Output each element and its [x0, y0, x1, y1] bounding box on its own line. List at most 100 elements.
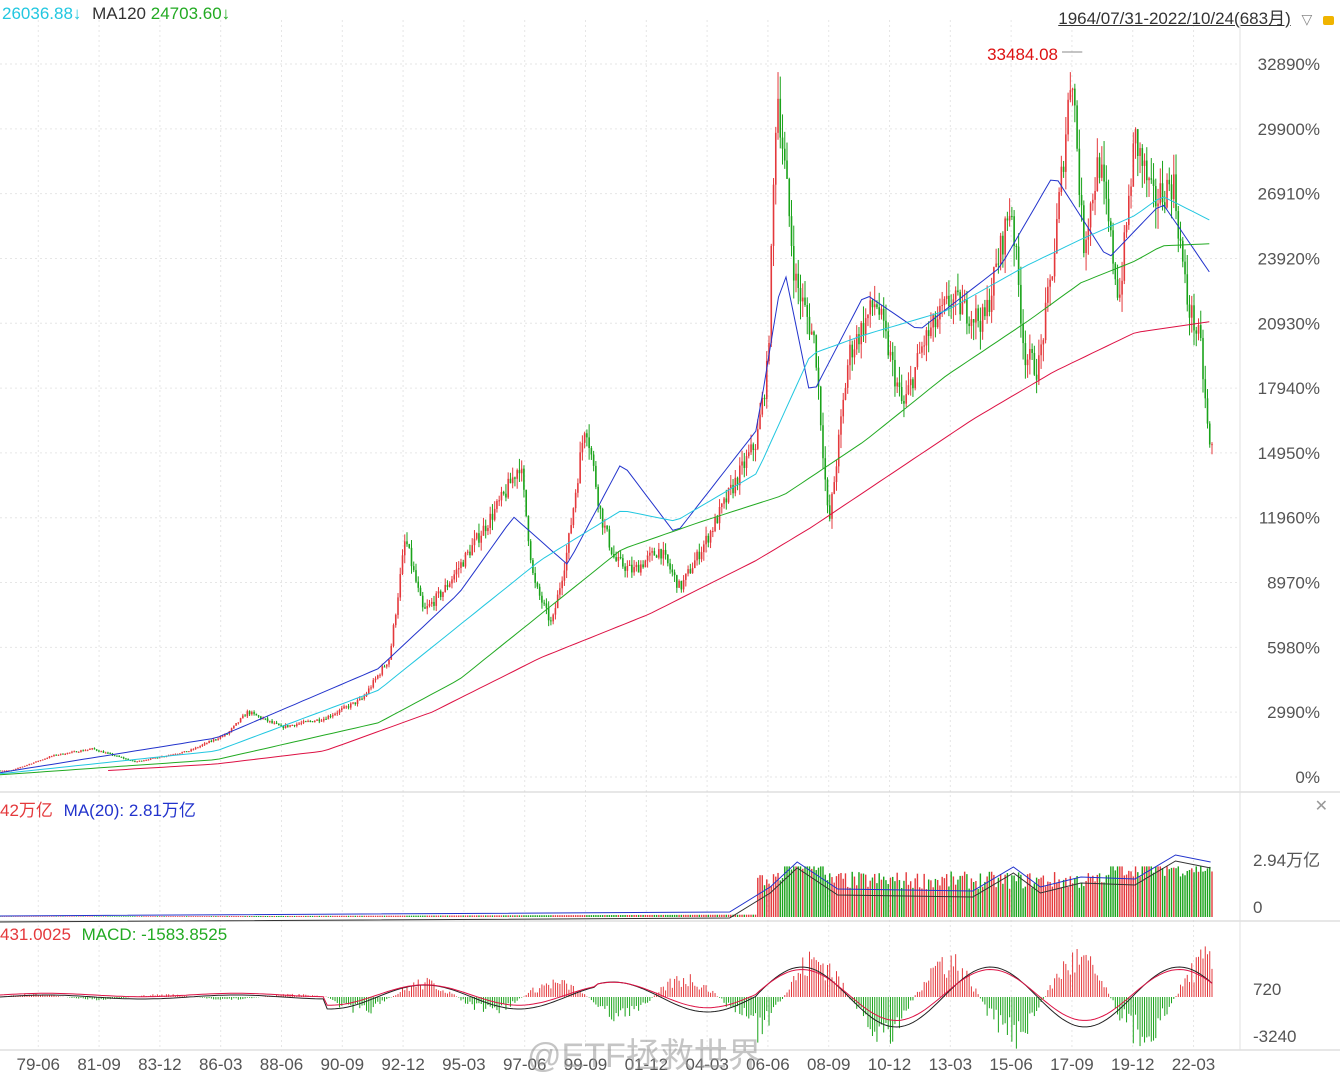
- volume-bar: [802, 868, 804, 917]
- volume-bar: [649, 914, 651, 917]
- volume-bar: [374, 915, 377, 917]
- up-body: [300, 722, 303, 724]
- up-body: [999, 235, 1002, 264]
- volume-bar: [689, 914, 692, 917]
- up-body: [320, 720, 323, 722]
- up-body: [640, 564, 642, 573]
- down-body: [797, 273, 800, 289]
- up-body: [212, 739, 215, 742]
- down-body: [406, 541, 408, 545]
- volume-bar: [95, 916, 98, 917]
- down-body: [979, 320, 982, 332]
- volume-bar: [154, 916, 156, 917]
- volume-bar: [775, 876, 777, 917]
- up-body: [930, 327, 932, 337]
- triangle-down-icon[interactable]: ▽: [1301, 11, 1313, 27]
- up-body: [750, 444, 752, 453]
- volume-bar: [1035, 877, 1038, 917]
- up-body: [853, 349, 856, 358]
- volume-bar: [451, 915, 453, 917]
- volume-bar: [1069, 876, 1072, 917]
- volume-bar: [721, 914, 723, 917]
- down-body: [107, 752, 109, 754]
- down-body: [98, 750, 100, 752]
- up-body: [349, 703, 352, 708]
- volume-bar: [829, 873, 831, 917]
- down-body: [282, 725, 285, 729]
- volume-bar: [815, 870, 817, 917]
- up-body: [1197, 325, 1200, 334]
- volume-bar: [723, 914, 725, 917]
- volume-bar: [1209, 866, 1211, 917]
- down-body: [325, 718, 327, 720]
- down-body: [529, 541, 532, 561]
- up-body: [727, 487, 730, 503]
- down-body: [732, 484, 734, 494]
- up-body: [507, 478, 509, 498]
- volume-header: 42万亿 MA(20): 2.81万亿: [0, 796, 196, 821]
- up-body: [840, 416, 842, 435]
- up-body: [343, 706, 345, 709]
- volume-bar: [925, 889, 928, 917]
- volume-bar: [201, 916, 204, 917]
- down-body: [185, 751, 188, 753]
- down-body: [813, 331, 815, 336]
- close-icon[interactable]: ✕: [1314, 798, 1328, 815]
- volume-bar: [206, 916, 208, 917]
- volume-bar: [673, 914, 676, 917]
- down-body: [260, 716, 262, 719]
- down-body: [1145, 160, 1148, 181]
- volume-bar: [260, 916, 262, 917]
- volume-bar: [192, 916, 195, 917]
- volume-bar: [768, 883, 770, 917]
- volume-bar: [786, 866, 788, 917]
- volume-bar: [793, 866, 795, 917]
- volume-bar: [707, 914, 710, 917]
- volume-bar: [210, 916, 213, 917]
- up-body: [367, 688, 370, 694]
- volume-bar: [556, 915, 559, 917]
- ma-cyan-line: [0, 196, 1210, 775]
- volume-bar: [1197, 871, 1200, 917]
- down-body: [410, 547, 413, 567]
- up-body: [376, 675, 379, 679]
- down-body: [1206, 398, 1209, 424]
- up-body: [197, 747, 199, 749]
- volume-bar: [523, 915, 525, 917]
- up-body: [30, 763, 33, 765]
- volume-bar: [709, 914, 712, 917]
- volume-bar: [383, 915, 386, 917]
- volume-bar: [1065, 877, 1067, 917]
- volume-bar: [449, 915, 451, 917]
- x-tick-label: 19-12: [1111, 1055, 1154, 1074]
- volume-bar: [338, 915, 341, 917]
- volume-bar: [835, 876, 838, 917]
- up-body: [181, 752, 183, 754]
- down-body: [354, 702, 357, 705]
- volume-bar: [759, 875, 761, 917]
- down-body: [509, 478, 512, 484]
- up-body: [1166, 179, 1168, 208]
- volume-bar: [799, 866, 802, 917]
- down-body: [244, 715, 246, 717]
- volume-bar: [565, 915, 568, 917]
- volume-bar: [885, 880, 887, 917]
- lock-icon[interactable]: [1323, 16, 1334, 25]
- up-body: [327, 715, 330, 720]
- down-body: [1150, 178, 1153, 180]
- up-body: [565, 552, 568, 571]
- date-range-selector[interactable]: 1964/07/31-2022/10/24(683月) ▽: [1058, 4, 1334, 29]
- volume-bar: [667, 914, 669, 917]
- date-range-text[interactable]: 1964/07/31-2022/10/24(683月): [1058, 9, 1291, 28]
- down-body: [808, 316, 811, 335]
- volume-bar: [687, 914, 689, 917]
- volume-bar: [343, 915, 345, 917]
- up-body: [981, 307, 984, 332]
- down-body: [680, 580, 683, 590]
- volume-bar: [770, 886, 772, 917]
- volume-bar: [725, 914, 728, 917]
- up-body: [682, 579, 685, 590]
- up-body: [86, 749, 89, 751]
- down-body: [972, 319, 975, 323]
- volume-bar: [131, 916, 134, 917]
